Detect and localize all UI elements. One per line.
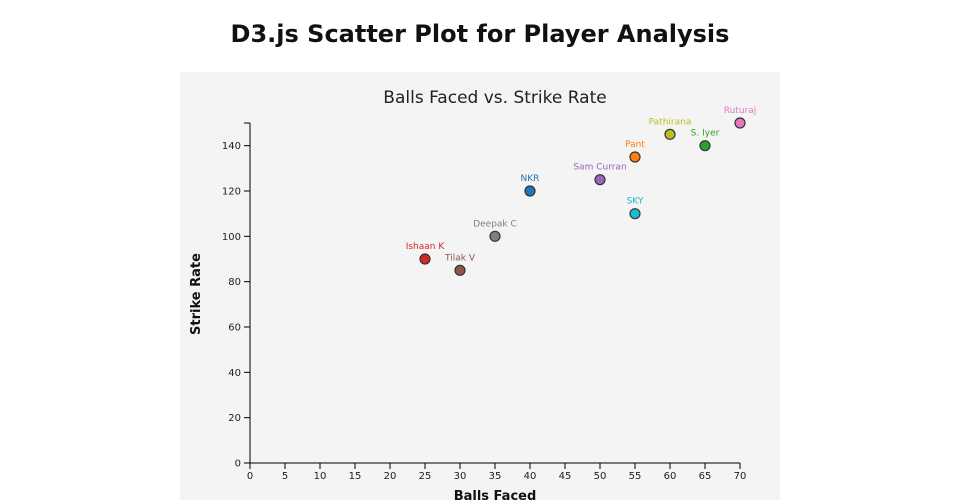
x-tick-label: 55 bbox=[629, 471, 642, 482]
data-point bbox=[489, 230, 501, 242]
data-point-label: Tilak V bbox=[444, 253, 476, 263]
chart-title: Balls Faced vs. Strike Rate bbox=[383, 88, 606, 108]
x-tick-label: 15 bbox=[349, 471, 362, 482]
data-point-label: Pant bbox=[625, 140, 645, 150]
y-tick-label: 80 bbox=[228, 277, 241, 288]
data-point bbox=[419, 253, 431, 265]
data-point-label: Ruturaj bbox=[724, 106, 757, 116]
x-tick-label: 50 bbox=[594, 471, 607, 482]
page-title: D3.js Scatter Plot for Player Analysis bbox=[230, 20, 730, 48]
y-tick-label: 40 bbox=[228, 368, 241, 379]
x-tick-label: 35 bbox=[489, 471, 502, 482]
data-point-label: Ishaan K bbox=[406, 242, 446, 252]
x-tick-label: 25 bbox=[419, 471, 432, 482]
data-point-label: S. Iyer bbox=[691, 129, 720, 139]
data-point bbox=[629, 208, 641, 220]
x-axis-label: Balls Faced bbox=[454, 489, 537, 500]
y-tick-label: 20 bbox=[228, 413, 241, 424]
y-tick-label: 60 bbox=[228, 323, 241, 334]
x-tick-label: 20 bbox=[384, 471, 397, 482]
x-tick-label: 40 bbox=[524, 471, 537, 482]
chart-panel: Balls Faced vs. Strike Rate 0 5 10 15 20 25 30… bbox=[180, 72, 780, 500]
data-point bbox=[454, 264, 466, 276]
x-tick-label: 10 bbox=[314, 471, 327, 482]
x-tick-label: 65 bbox=[699, 471, 712, 482]
data-point bbox=[594, 174, 606, 186]
data-point-label: Sam Curran bbox=[573, 163, 626, 173]
x-tick-label: 30 bbox=[454, 471, 467, 482]
data-point bbox=[629, 151, 641, 163]
scatter-chart: Balls Faced vs. Strike Rate 0 5 10 15 20 25 30… bbox=[189, 88, 756, 500]
y-tick-label: 0 bbox=[235, 459, 241, 470]
x-tick-label: 70 bbox=[734, 471, 747, 482]
data-point-label: Pathirana bbox=[649, 117, 692, 127]
x-tick-label: 45 bbox=[559, 471, 572, 482]
y-axis-label: Strike Rate bbox=[189, 253, 204, 335]
data-point bbox=[699, 140, 711, 152]
y-tick-label: 100 bbox=[222, 232, 241, 243]
data-point-label: Deepak C bbox=[473, 219, 517, 229]
plot-area: 0 5 10 15 20 25 30 35 40 45 50 55 60 65 70 0 20 40 60 80 100… bbox=[222, 106, 756, 482]
data-point bbox=[524, 185, 536, 197]
data-point bbox=[664, 128, 676, 140]
y-tick-label: 120 bbox=[222, 187, 241, 198]
x-tick-label: 60 bbox=[664, 471, 677, 482]
data-point-label: NKR bbox=[521, 174, 540, 184]
y-tick-label: 140 bbox=[222, 141, 241, 152]
data-point bbox=[734, 117, 746, 129]
x-tick-label: 0 bbox=[247, 471, 253, 482]
x-tick-label: 5 bbox=[282, 471, 288, 482]
data-point-label: SKY bbox=[627, 197, 644, 207]
